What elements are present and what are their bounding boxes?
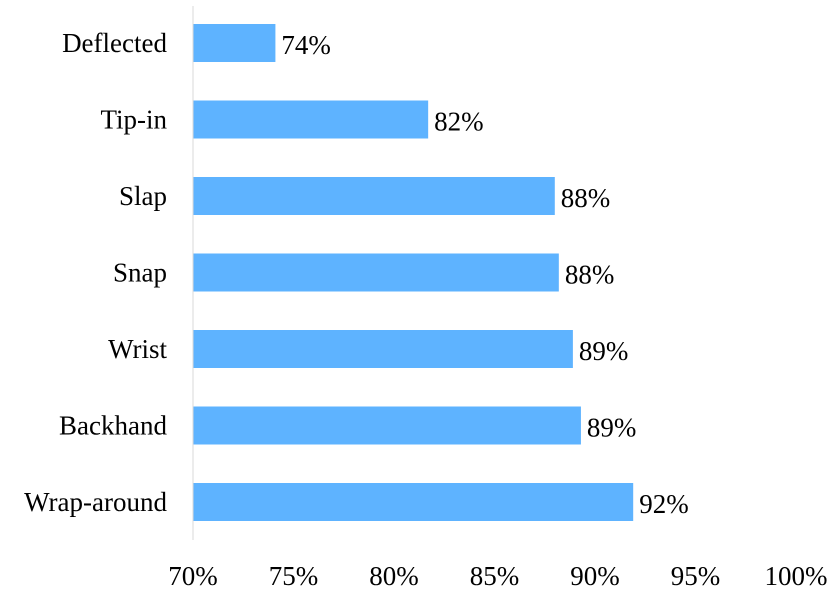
x-tick-labels-group: 70% 75% 80% 85% 90% 95% 100%	[168, 561, 827, 591]
data-labels-group: 74% 82% 88% 88% 89% 89% 92%	[281, 30, 688, 519]
category-label-wrist: Wrist	[108, 334, 167, 364]
x-tick-label-80: 80%	[369, 561, 419, 591]
data-label-snap: 88%	[565, 260, 615, 290]
x-tick-label-70: 70%	[168, 561, 218, 591]
data-label-slap: 88%	[561, 183, 611, 213]
x-tick-label-75: 75%	[269, 561, 319, 591]
data-label-wrist: 89%	[579, 336, 629, 366]
data-label-tip-in: 82%	[434, 107, 484, 137]
category-label-snap: Snap	[113, 258, 167, 288]
data-label-backhand: 89%	[587, 413, 637, 443]
bar-wrist	[193, 330, 573, 368]
data-label-deflected: 74%	[281, 30, 331, 60]
category-label-deflected: Deflected	[62, 28, 167, 58]
category-labels-group: Deflected Tip-in Slap Snap Wrist Backhand Wrap…	[24, 28, 167, 517]
category-label-wrap-around: Wrap-around	[24, 487, 167, 517]
bar-wrap-around	[193, 483, 634, 521]
bar-tip-in	[193, 100, 429, 139]
bar-snap	[193, 253, 559, 292]
x-tick-label-95: 95%	[671, 561, 721, 591]
category-label-slap: Slap	[119, 181, 167, 211]
data-label-wrap-around: 92%	[639, 489, 689, 519]
x-tick-label-85: 85%	[470, 561, 520, 591]
category-label-backhand: Backhand	[59, 411, 167, 441]
bar-deflected	[193, 24, 276, 62]
category-label-tip-in: Tip-in	[100, 105, 167, 135]
bar-slap	[193, 177, 555, 215]
x-tick-label-100: 100%	[765, 561, 828, 591]
bars-group	[193, 24, 634, 521]
bar-backhand	[193, 406, 581, 445]
x-tick-label-90: 90%	[570, 561, 620, 591]
